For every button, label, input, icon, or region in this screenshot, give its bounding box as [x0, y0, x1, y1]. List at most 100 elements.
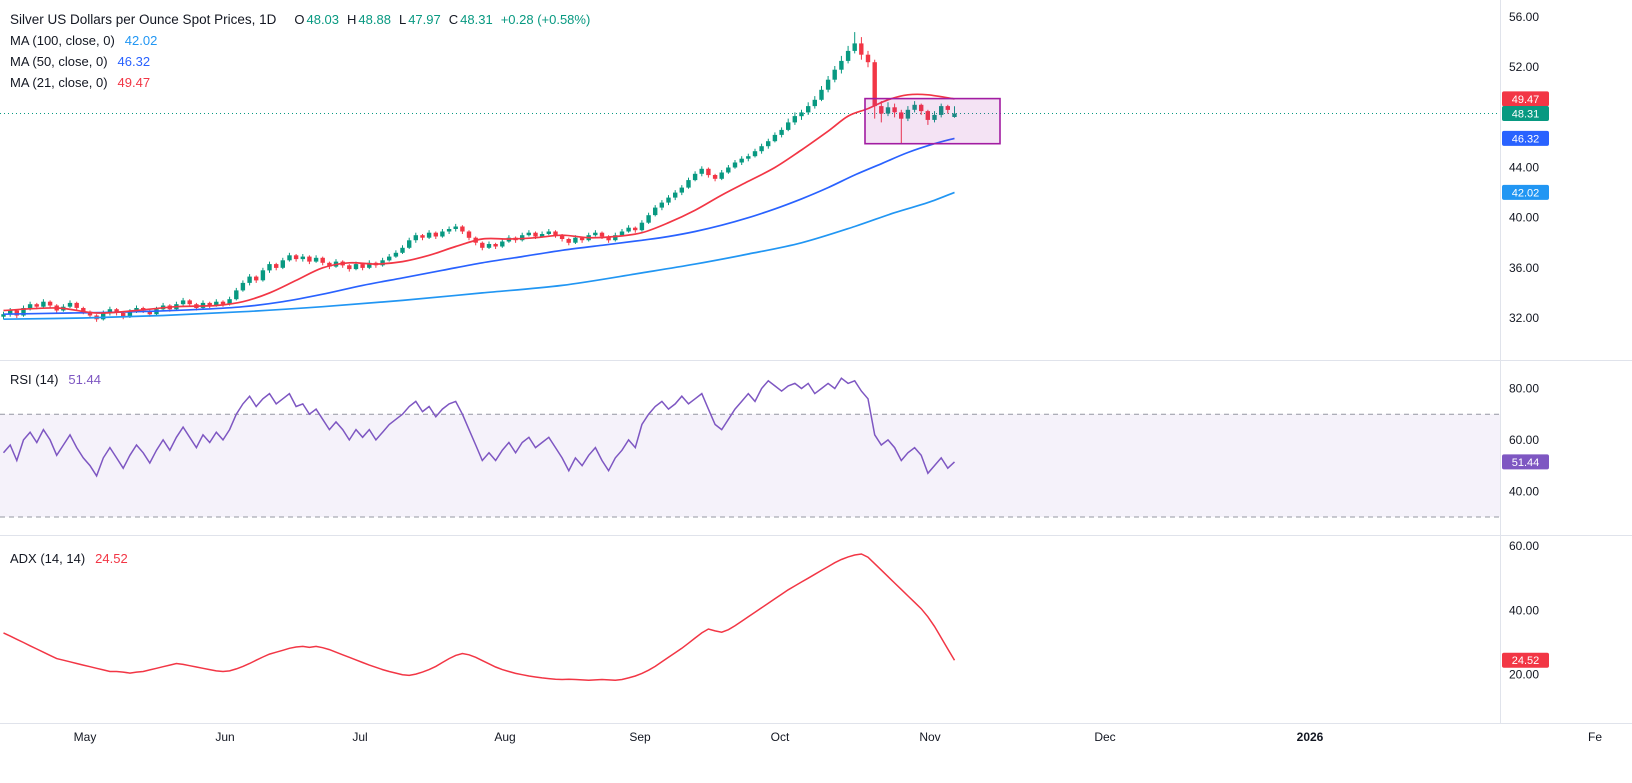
rsi-band [0, 414, 1500, 517]
rsi-axis-badge-label: 51.44 [1512, 457, 1540, 469]
candle-body [852, 43, 857, 51]
candle-body [546, 231, 551, 234]
candle-body [300, 256, 305, 260]
candle-body [280, 260, 285, 268]
candle-body [859, 43, 864, 55]
candle-body [420, 235, 425, 238]
ohlc-high: H 48.88 [347, 12, 391, 27]
candle-body [919, 104, 924, 112]
candle-body [799, 112, 804, 117]
time-axis-label: Aug [494, 730, 515, 744]
candle-body [387, 256, 392, 261]
candle-body [493, 244, 498, 247]
time-axis-label: Dec [1094, 730, 1115, 744]
rsi-axis-label: 80.00 [1509, 382, 1539, 396]
candle-body [446, 229, 452, 232]
candle-body [653, 207, 658, 216]
time-axis-label: Nov [919, 730, 940, 744]
adx-label[interactable]: ADX (14, 14) [10, 551, 86, 566]
candle-body [101, 313, 106, 320]
ma100-value: 42.02 [124, 33, 158, 48]
price-panel [1, 32, 957, 322]
candle-body [786, 122, 791, 130]
ma100-label[interactable]: MA (100, close, 0) [10, 33, 115, 48]
candle-body [67, 302, 73, 307]
candle-body [573, 237, 578, 243]
close-label: C [448, 12, 459, 27]
price-axis-badge-label: 49.47 [1512, 94, 1540, 106]
candle-body [865, 54, 871, 63]
ma-line-ma21[interactable] [3, 93, 955, 314]
candle-body [207, 302, 212, 306]
ma50-value: 46.32 [117, 54, 151, 69]
ma21-row: MA (21, close, 0) 49.47 [10, 72, 590, 93]
candle-body [879, 106, 884, 114]
adx-line [3, 553, 956, 681]
candle-body [832, 69, 837, 80]
candle-body [613, 235, 618, 241]
candle-body [426, 232, 432, 238]
ma21-value: 49.47 [117, 75, 151, 90]
candle-body [486, 244, 492, 248]
ma50-label[interactable]: MA (50, close, 0) [10, 54, 108, 69]
rsi-line [2, 377, 956, 478]
candle-body [945, 106, 950, 110]
ma100-row: MA (100, close, 0) 42.02 [10, 30, 590, 51]
close-value: 48.31 [460, 12, 493, 27]
candle-body [440, 231, 445, 237]
symbol-title[interactable]: Silver US Dollars per Ounce Spot Prices,… [10, 12, 277, 27]
candle-body [247, 276, 252, 283]
candle-body [180, 300, 186, 305]
candle-body [41, 301, 46, 307]
low-value: 47.97 [408, 12, 441, 27]
candle-body [313, 257, 319, 262]
price-axis-label: 40.00 [1509, 211, 1539, 225]
candle-body [460, 226, 465, 232]
candle-body [14, 310, 19, 316]
candle-body [274, 264, 279, 268]
price-axis-badge-label: 48.31 [1512, 109, 1540, 121]
candle-body [679, 187, 684, 193]
candle-body [240, 282, 246, 291]
candle-body [692, 173, 698, 181]
candle-body [533, 232, 538, 237]
candle-body [845, 50, 851, 61]
rsi-panel [2, 377, 956, 478]
adx-axis-badge [1502, 652, 1549, 668]
candle-body [606, 236, 611, 241]
ma-line-ma100[interactable] [3, 191, 955, 321]
adx-axis-label: 20.00 [1509, 668, 1539, 682]
price-axis-badge [1502, 91, 1549, 107]
candle-body [293, 255, 299, 260]
rsi-axis-label: 40.00 [1509, 484, 1539, 498]
ma50-row: MA (50, close, 0) 46.32 [10, 51, 590, 72]
axes[interactable]: 56.00 52.00 44.00 40.00 36.00 32.00 80.00 60.00… [74, 10, 1603, 744]
candle-body [686, 180, 691, 188]
candle-body [819, 89, 824, 100]
adx-panel [3, 553, 956, 681]
candle-body [579, 237, 585, 241]
candle-body [626, 227, 631, 232]
ma-line-ma50[interactable] [3, 137, 955, 316]
adx-legend: ADX (14, 14) 24.52 [10, 548, 128, 569]
consolidation-box-drawing[interactable] [864, 97, 1001, 145]
candle-body [220, 301, 226, 305]
candle-body [939, 106, 944, 115]
candle-body [114, 309, 119, 313]
candle-body [759, 146, 764, 152]
candle-body [633, 227, 638, 231]
ohlc-close: C 48.31 [449, 12, 493, 27]
annotations[interactable] [864, 97, 1001, 145]
open-label: O [294, 12, 305, 27]
candle-body [347, 265, 352, 270]
price-axis-label: 36.00 [1509, 261, 1539, 275]
candle-body [107, 309, 113, 313]
ma21-label[interactable]: MA (21, close, 0) [10, 75, 108, 90]
adx-value: 24.52 [95, 551, 128, 566]
rsi-label[interactable]: RSI (14) [10, 372, 59, 387]
candle-body [639, 222, 645, 231]
candle-body [673, 192, 678, 198]
time-axis-label: May [74, 730, 97, 744]
candle-body [892, 107, 897, 113]
